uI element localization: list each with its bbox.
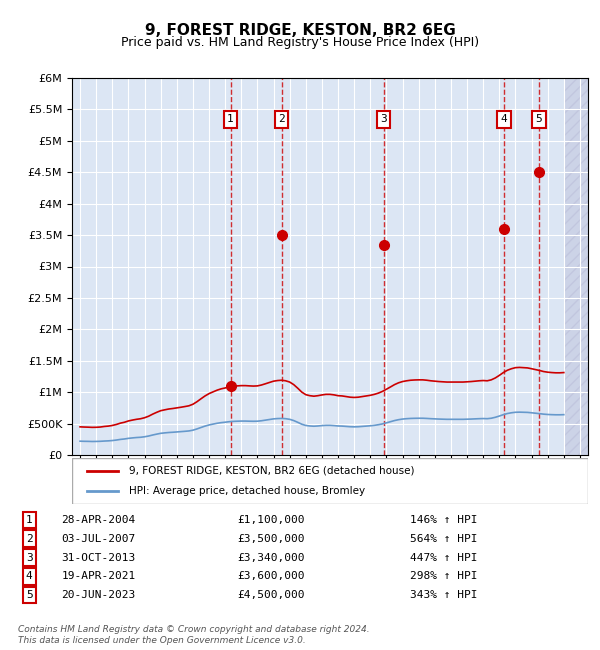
Text: 146% ↑ HPI: 146% ↑ HPI — [410, 515, 478, 525]
Text: £3,500,000: £3,500,000 — [238, 534, 305, 544]
Bar — [564, 78, 588, 455]
Text: 20-JUN-2023: 20-JUN-2023 — [61, 590, 136, 600]
Text: 564% ↑ HPI: 564% ↑ HPI — [410, 534, 478, 544]
Text: 2: 2 — [278, 114, 285, 124]
Text: £4,500,000: £4,500,000 — [238, 590, 305, 600]
Bar — [564, 78, 588, 455]
Text: 1: 1 — [227, 114, 234, 124]
FancyBboxPatch shape — [72, 458, 588, 504]
Text: £3,340,000: £3,340,000 — [238, 552, 305, 562]
Text: 3: 3 — [380, 114, 387, 124]
Text: 3: 3 — [26, 552, 32, 562]
Text: £1,100,000: £1,100,000 — [238, 515, 305, 525]
Text: 4: 4 — [26, 571, 32, 581]
Text: 5: 5 — [536, 114, 542, 124]
Text: 28-APR-2004: 28-APR-2004 — [61, 515, 136, 525]
Text: 9, FOREST RIDGE, KESTON, BR2 6EG (detached house): 9, FOREST RIDGE, KESTON, BR2 6EG (detach… — [129, 466, 414, 476]
Text: £3,600,000: £3,600,000 — [238, 571, 305, 581]
Text: 1: 1 — [26, 515, 32, 525]
Text: 19-APR-2021: 19-APR-2021 — [61, 571, 136, 581]
Text: 03-JUL-2007: 03-JUL-2007 — [61, 534, 136, 544]
Text: HPI: Average price, detached house, Bromley: HPI: Average price, detached house, Brom… — [129, 486, 365, 496]
Text: 4: 4 — [501, 114, 508, 124]
Text: 5: 5 — [26, 590, 32, 600]
Text: 9, FOREST RIDGE, KESTON, BR2 6EG: 9, FOREST RIDGE, KESTON, BR2 6EG — [145, 23, 455, 38]
Text: 447% ↑ HPI: 447% ↑ HPI — [410, 552, 478, 562]
Text: 31-OCT-2013: 31-OCT-2013 — [61, 552, 136, 562]
Text: Contains HM Land Registry data © Crown copyright and database right 2024.
This d: Contains HM Land Registry data © Crown c… — [18, 625, 370, 645]
Text: 343% ↑ HPI: 343% ↑ HPI — [410, 590, 478, 600]
Text: 2: 2 — [26, 534, 32, 544]
Text: 298% ↑ HPI: 298% ↑ HPI — [410, 571, 478, 581]
Text: Price paid vs. HM Land Registry's House Price Index (HPI): Price paid vs. HM Land Registry's House … — [121, 36, 479, 49]
